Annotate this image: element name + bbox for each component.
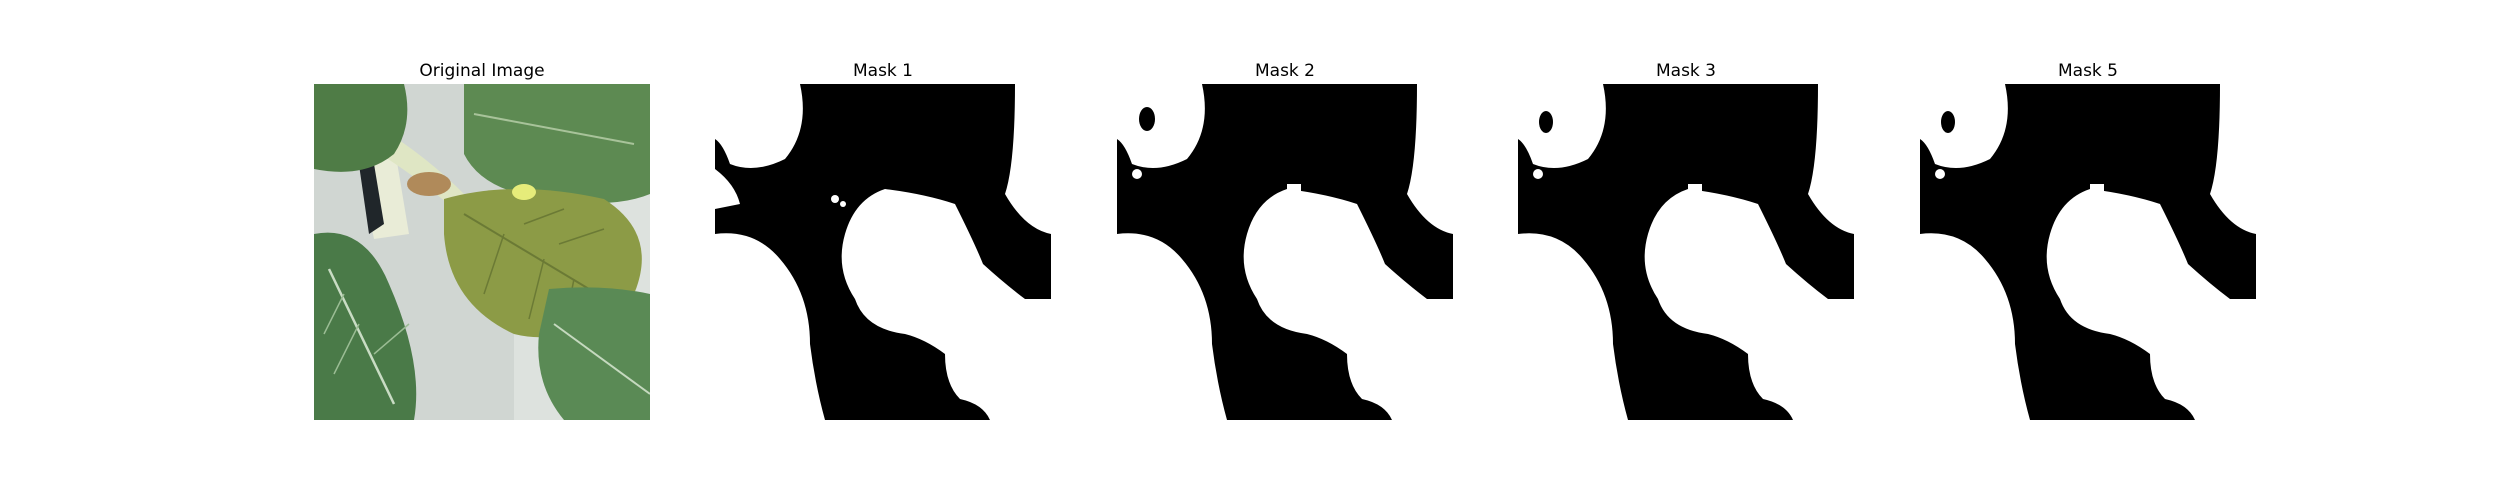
panel-title: Mask 5 (2057, 61, 2118, 81)
original-image (314, 84, 650, 420)
mask-image-3 (1518, 84, 1854, 420)
panel-title: Mask 2 (1254, 61, 1315, 81)
panel-mask-1: Mask 1 (715, 58, 1051, 420)
panel-original-image: Original Image (314, 58, 650, 420)
panel-title: Mask 1 (852, 61, 913, 81)
panel-title: Original Image (419, 61, 545, 81)
panel-title: Mask 3 (1655, 61, 1716, 81)
mask-image-2 (1117, 84, 1453, 420)
mask-image-1 (715, 84, 1051, 420)
panel-mask-2: Mask 2 (1117, 58, 1453, 420)
panel-mask-3: Mask 3 (1518, 58, 1854, 420)
panel-mask-5: Mask 5 (1920, 58, 2256, 420)
mask-image-5 (1920, 84, 2256, 420)
